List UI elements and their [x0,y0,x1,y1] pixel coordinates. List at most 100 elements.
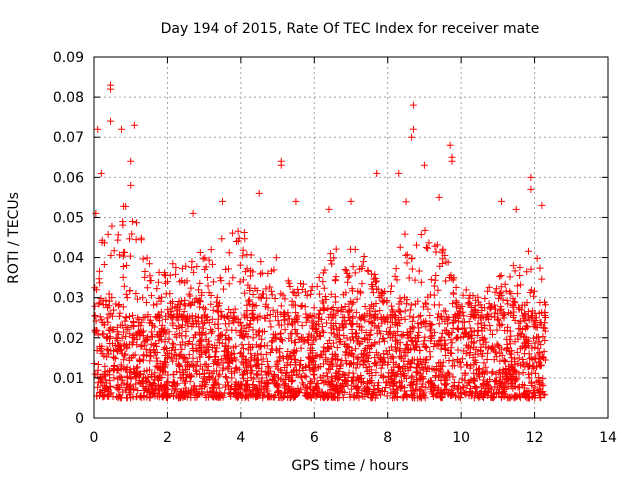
data-point [321,293,329,301]
data-point [143,254,151,262]
y-tick-label: 0.07 [53,130,84,146]
data-point [291,325,299,333]
data-point [263,312,271,320]
data-point [366,348,374,356]
data-point [108,312,116,320]
data-point [106,324,114,332]
data-point [389,310,397,318]
data-point [122,332,130,340]
data-point [530,292,538,300]
data-point [360,350,368,358]
data-point [481,370,489,378]
data-point [240,228,248,236]
data-point [435,384,443,392]
data-point [489,330,497,338]
data-point [352,345,360,353]
data-point [132,373,140,381]
data-point [359,392,367,400]
data-point [469,312,477,320]
data-point [136,393,144,401]
data-point [202,330,210,338]
data-point [535,358,543,366]
data-point [542,313,550,321]
x-tick-label: 0 [90,430,99,446]
data-point [474,327,482,335]
data-point [367,394,375,402]
data-point [254,313,262,321]
data-point [129,311,137,319]
data-point [147,382,155,390]
data-point [380,372,388,380]
data-point [271,294,279,302]
data-point-outlier [409,101,417,109]
data-point [316,332,324,340]
data-point [214,320,222,328]
data-point [488,369,496,377]
data-point [510,297,518,305]
data-point [496,322,504,330]
data-point [506,273,514,281]
data-point [422,244,430,252]
data-point [203,316,211,324]
data-point [371,340,379,348]
data-point [415,324,423,332]
data-point [139,356,147,364]
data-point [493,353,501,361]
data-point [501,358,509,366]
data-point [364,357,372,365]
data-point [174,310,182,318]
data-point [115,312,123,320]
data-point [266,393,274,401]
data-point [254,370,262,378]
data-point [258,374,266,382]
data-point [452,297,460,305]
data-point [458,375,466,383]
data-point [176,341,184,349]
data-point [410,313,418,321]
data-point [425,378,433,386]
data-point [210,360,218,368]
data-point [266,283,274,291]
data-point [313,351,321,359]
data-point [215,361,223,369]
data-point [160,368,168,376]
data-point [228,374,236,382]
data-point [115,342,123,350]
data-point [476,365,484,373]
data-point [273,379,281,387]
data-point [484,344,492,352]
data-point [415,267,423,275]
data-point [232,326,240,334]
data-point [285,315,293,323]
data-point [335,389,343,397]
data-point [196,298,204,306]
data-point [275,357,283,365]
data-point [426,312,434,320]
data-point [264,392,272,400]
data-point [497,288,505,296]
data-point [114,236,122,244]
data-point [119,263,127,271]
data-point [352,330,360,338]
data-point [381,388,389,396]
data-point [350,360,358,368]
data-point [91,302,99,310]
data-point [98,330,106,338]
data-point [345,361,353,369]
data-point [448,339,456,347]
data-point [153,300,161,308]
data-point [466,384,474,392]
data-point [146,394,154,402]
data-point-outlier [538,201,546,209]
data-point [225,249,233,257]
data-point [244,297,252,305]
data-point [510,393,518,401]
data-point [259,355,267,363]
data-point-outlier [435,193,443,201]
data-point [120,356,128,364]
data-point [146,391,154,399]
data-point [368,301,376,309]
data-point [312,325,320,333]
data-point [496,291,504,299]
data-point [396,353,404,361]
